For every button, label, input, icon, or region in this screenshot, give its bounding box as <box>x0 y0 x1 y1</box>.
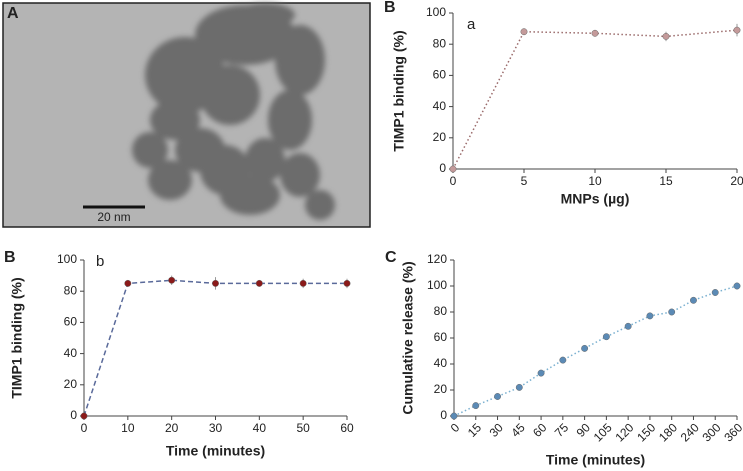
x-tick-label: 10 <box>121 421 135 435</box>
panel-label: C <box>385 249 397 266</box>
marker <box>559 356 567 364</box>
x-tick-label: 60 <box>340 421 354 435</box>
marker <box>299 279 307 287</box>
marker <box>624 322 632 330</box>
marker <box>472 402 480 410</box>
data-line <box>83 279 347 417</box>
y-tick-label: 60 <box>433 68 447 82</box>
x-tick-label: 45 <box>508 420 528 440</box>
y-tick-label: 20 <box>433 130 447 144</box>
x-tick-label: 15 <box>465 420 485 440</box>
data-line <box>452 29 738 170</box>
y-tick-label: 120 <box>427 252 447 266</box>
x-tick-label: 20 <box>165 421 179 435</box>
x-tick-label: 0 <box>81 421 88 435</box>
y-tick-label: 40 <box>434 356 448 370</box>
x-tick-label: 75 <box>552 420 572 440</box>
y-tick-label: 60 <box>64 315 78 329</box>
marker <box>733 26 741 34</box>
marker <box>662 32 670 40</box>
y-tick-label: 40 <box>433 99 447 113</box>
x-tick-label: 300 <box>700 420 724 444</box>
y-tick-label: 100 <box>426 5 446 19</box>
y-tick-label: 20 <box>64 377 78 391</box>
marker <box>646 312 654 320</box>
y-tick-label: 80 <box>434 304 448 318</box>
x-tick-label: 30 <box>209 421 223 435</box>
marker <box>537 369 545 377</box>
x-axis-label: MNPs (µg) <box>561 191 630 207</box>
marker <box>690 296 697 304</box>
x-tick-label: 60 <box>530 420 550 440</box>
y-tick-label: 60 <box>434 330 448 344</box>
x-tick-label: 5 <box>521 174 528 188</box>
x-tick-label: 180 <box>656 420 680 444</box>
marker <box>581 344 589 352</box>
y-axis-label: Cumulative release (%) <box>400 261 416 414</box>
x-tick-label: 30 <box>487 420 507 440</box>
x-tick-label: 150 <box>634 420 658 444</box>
y-tick-label: 100 <box>427 278 447 292</box>
x-tick-label: 90 <box>574 420 594 440</box>
marker <box>124 279 132 287</box>
y-tick-label: 20 <box>434 382 448 396</box>
marker <box>255 279 263 287</box>
marker <box>602 333 610 341</box>
marker <box>80 412 88 420</box>
marker <box>168 276 176 284</box>
marker <box>591 29 599 37</box>
y-tick-label: 0 <box>440 408 447 422</box>
x-tick-label: 105 <box>591 420 615 444</box>
x-tick-label: 360 <box>721 420 743 444</box>
x-tick-label: 0 <box>450 174 457 188</box>
x-tick-label: 120 <box>612 420 636 444</box>
tem-image <box>2 2 371 228</box>
y-axis-label: TIMP1 binding (%) <box>9 277 25 398</box>
y-tick-label: 80 <box>433 36 447 50</box>
y-tick-label: 100 <box>57 252 77 266</box>
x-tick-label: 15 <box>659 174 673 188</box>
panel-label: B <box>4 249 16 266</box>
marker <box>450 412 458 420</box>
x-tick-label: 10 <box>588 174 602 188</box>
marker <box>515 383 523 391</box>
marker <box>449 165 457 173</box>
annotation: b <box>96 253 104 270</box>
x-tick-label: 50 <box>296 421 310 435</box>
marker <box>494 393 501 400</box>
x-tick-label: 20 <box>730 174 743 188</box>
panel-label: A <box>7 5 19 22</box>
x-axis-label: Time (minutes) <box>166 443 265 459</box>
panel-label: B <box>384 0 396 16</box>
marker <box>711 289 719 296</box>
x-tick-label: 40 <box>253 421 267 435</box>
x-tick-label: 0 <box>448 420 463 435</box>
y-tick-label: 80 <box>64 283 78 297</box>
marker <box>668 308 676 316</box>
marker <box>520 28 528 36</box>
marker <box>343 279 351 287</box>
annotation: a <box>467 16 476 33</box>
scale-bar-label: 20 nm <box>97 210 130 224</box>
y-tick-label: 40 <box>64 346 78 360</box>
marker <box>212 279 219 287</box>
x-tick-label: 240 <box>678 420 702 444</box>
x-axis-label: Time (minutes) <box>546 452 645 468</box>
y-axis-label: TIMP1 binding (%) <box>391 30 407 151</box>
marker <box>733 282 741 290</box>
y-tick-label: 0 <box>439 161 446 175</box>
y-tick-label: 0 <box>70 408 77 422</box>
